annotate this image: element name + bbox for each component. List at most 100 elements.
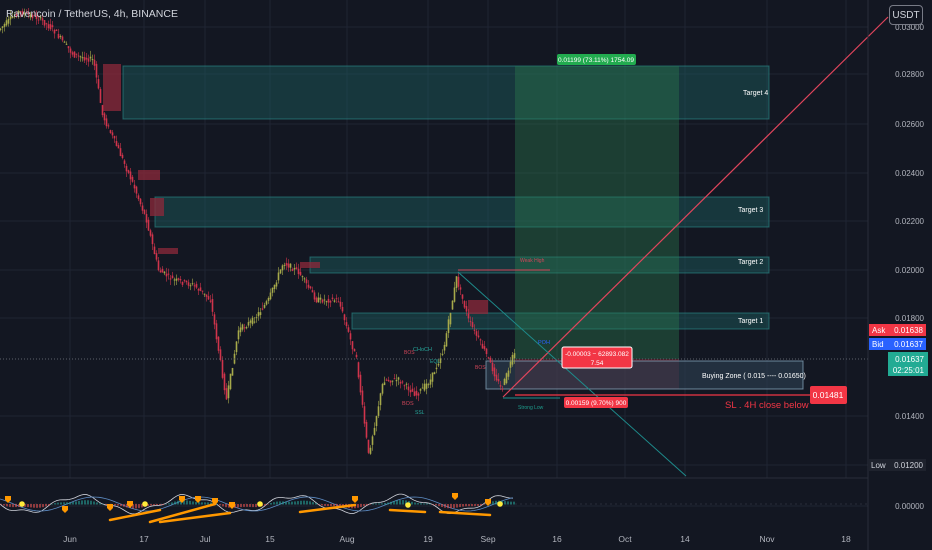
oscillator-bar bbox=[123, 504, 125, 507]
candle-body bbox=[305, 279, 308, 284]
cross-dot-icon bbox=[257, 501, 263, 507]
candle-body bbox=[401, 381, 404, 383]
oscillator-bar bbox=[15, 504, 17, 508]
oscillator-bar bbox=[48, 504, 50, 506]
oscillator-bar bbox=[105, 504, 107, 505]
signal-marker-icon bbox=[195, 496, 201, 503]
candle-body bbox=[343, 314, 346, 321]
candle-body bbox=[367, 439, 370, 453]
oscillator-bar bbox=[336, 504, 338, 507]
ask-label: Ask bbox=[872, 326, 886, 335]
bos-label-3: BOS bbox=[475, 365, 486, 371]
candle-body bbox=[209, 300, 212, 302]
oscillator-bar bbox=[312, 502, 314, 505]
currency-button[interactable]: USDT bbox=[889, 5, 923, 25]
oscillator-bar bbox=[45, 504, 47, 507]
candle-body bbox=[469, 321, 472, 323]
candle-body bbox=[125, 165, 128, 172]
oscillator-bar bbox=[255, 504, 257, 508]
candle-body bbox=[85, 57, 88, 60]
candle-body bbox=[245, 327, 248, 329]
candle-body bbox=[43, 20, 46, 26]
candle-body bbox=[285, 263, 288, 266]
candle-body bbox=[269, 292, 272, 300]
oscillator-bar bbox=[27, 504, 29, 508]
ssl-label: SSL bbox=[415, 410, 425, 416]
candle-body bbox=[323, 299, 326, 301]
oscillator-bar bbox=[270, 502, 272, 505]
candle-body bbox=[459, 287, 462, 290]
oscillator-bar bbox=[36, 504, 38, 508]
price-axis[interactable]: 0.03000 0.02800 0.02600 0.02400 0.02200 0.020… bbox=[895, 23, 924, 511]
oscillator-bar bbox=[99, 503, 101, 505]
candle-body bbox=[341, 306, 344, 312]
candle-body bbox=[407, 386, 410, 391]
candle-body bbox=[491, 362, 494, 372]
candle-body bbox=[195, 283, 198, 288]
oscillator-bar bbox=[324, 504, 326, 506]
candle-body bbox=[3, 24, 6, 27]
oscillator-bar bbox=[156, 504, 158, 506]
candle-body bbox=[97, 79, 100, 89]
candle-body bbox=[321, 299, 324, 303]
candle-body bbox=[505, 373, 508, 384]
candle-body bbox=[405, 383, 408, 385]
candle-body bbox=[379, 393, 382, 406]
candle-body bbox=[275, 282, 278, 287]
trend-line-down bbox=[457, 271, 687, 477]
time-axis[interactable]: Jun 17 Jul 15 Aug 19 Sep 16 Oct 14 Nov 18 bbox=[63, 534, 851, 544]
candle-body bbox=[113, 136, 116, 139]
oscillator-bar bbox=[249, 504, 251, 507]
oscillator-bar bbox=[417, 502, 419, 505]
oscillator-bar bbox=[393, 501, 395, 505]
oscillator-bar bbox=[177, 500, 179, 505]
candle-body bbox=[279, 269, 282, 274]
oscillator-bar bbox=[180, 500, 182, 505]
candle-body bbox=[179, 279, 182, 281]
candle-body bbox=[287, 263, 290, 268]
oscillator-bar bbox=[318, 504, 320, 505]
time-tick-label: 14 bbox=[680, 534, 690, 544]
candle-body bbox=[155, 253, 158, 260]
oscillator-bar bbox=[183, 500, 185, 505]
oscillator-bar bbox=[54, 503, 56, 505]
oscillator-bar bbox=[411, 501, 413, 505]
poh-label: POH bbox=[538, 340, 550, 346]
oscillator-bar bbox=[192, 501, 194, 505]
candle-body bbox=[315, 297, 318, 303]
signal-marker-icon bbox=[107, 504, 113, 511]
buying-zone bbox=[485, 360, 804, 390]
candle-body bbox=[247, 322, 250, 326]
oscillator-bar bbox=[396, 500, 398, 505]
oscillator-bar bbox=[30, 504, 32, 508]
candle-body bbox=[225, 388, 228, 400]
eql-label: EQL bbox=[430, 359, 440, 365]
candle-body bbox=[163, 271, 166, 274]
candle-body bbox=[15, 13, 18, 17]
candle-body bbox=[461, 294, 464, 299]
candle-body bbox=[69, 48, 72, 53]
oscillator-bar bbox=[174, 501, 176, 505]
candle-body bbox=[365, 422, 368, 438]
candle-body bbox=[467, 313, 470, 319]
candle-body bbox=[473, 329, 476, 331]
candle-body bbox=[443, 344, 446, 351]
profit-zone bbox=[515, 66, 679, 359]
time-tick-label: 17 bbox=[139, 534, 149, 544]
candle-body bbox=[427, 384, 430, 386]
oscillator-bar bbox=[273, 502, 275, 505]
oscillator-bar bbox=[189, 500, 191, 505]
oscillator-bar bbox=[420, 503, 422, 505]
candle-body bbox=[281, 265, 284, 271]
candle-body bbox=[369, 447, 372, 454]
oscillator-bar bbox=[315, 503, 317, 505]
candle-body bbox=[237, 330, 240, 340]
oscillator-bar bbox=[18, 504, 20, 507]
signal-marker-icon bbox=[452, 493, 458, 500]
candle-body bbox=[261, 308, 264, 310]
oscillator-bar bbox=[171, 502, 173, 505]
candle-body bbox=[307, 284, 310, 288]
oscillator-bar bbox=[303, 500, 305, 505]
oscillator-bar bbox=[6, 504, 8, 507]
